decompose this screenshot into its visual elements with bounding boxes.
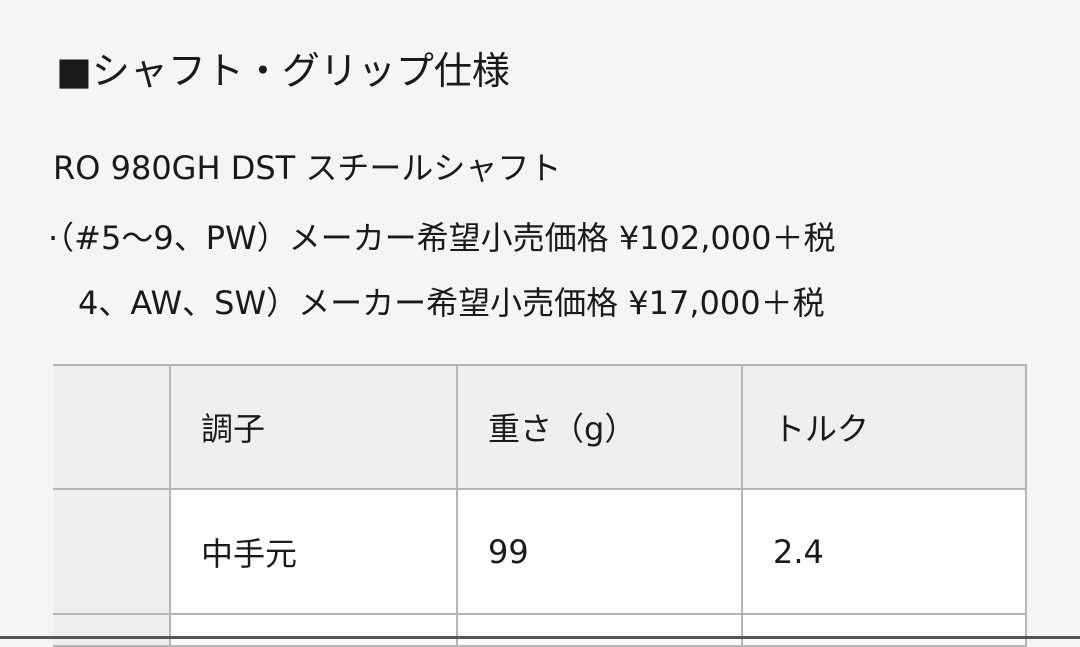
header-cell-blank xyxy=(53,364,171,490)
cell-flex: 中手元 xyxy=(169,488,458,615)
header-flex: 調子 xyxy=(169,364,458,490)
cell xyxy=(53,613,171,647)
spec-table: 調子 重さ（g） トルク 中手元 99 2.4 xyxy=(53,364,1027,647)
cell-torque: 2.4 xyxy=(741,488,1027,615)
bottom-edge xyxy=(0,636,1080,639)
header-weight: 重さ（g） xyxy=(456,364,743,490)
header-torque: トルク xyxy=(741,364,1027,490)
cell xyxy=(741,613,1027,647)
table-row: 中手元 99 2.4 xyxy=(53,488,1027,615)
cell-weight: 99 xyxy=(456,488,743,615)
shaft-name: RO 980GH DST スチールシャフト xyxy=(53,149,562,187)
row-label xyxy=(53,488,171,615)
cell xyxy=(169,613,458,647)
price-line-wedges: 4、AW、SW）メーカー希望小売価格 ¥17,000＋税 xyxy=(78,284,825,322)
table-row-partial xyxy=(53,613,1027,647)
table-header-row: 調子 重さ（g） トルク xyxy=(53,364,1027,490)
price-line-irons: ·（#5〜9、PW）メーカー希望小売価格 ¥102,000＋税 xyxy=(48,219,836,257)
cell xyxy=(456,613,743,647)
section-title: ■シャフト・グリップ仕様 xyxy=(56,49,510,93)
